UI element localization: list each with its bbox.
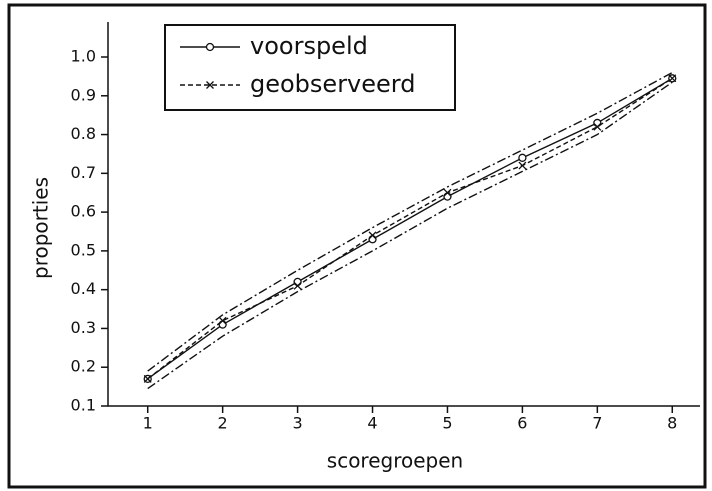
y-tick-label: 1.0 bbox=[71, 47, 96, 66]
point bbox=[518, 153, 527, 162]
point bbox=[293, 281, 302, 290]
series-line bbox=[147, 77, 673, 380]
outer-frame bbox=[7, 3, 707, 489]
point bbox=[368, 231, 377, 240]
point bbox=[518, 161, 527, 170]
series-line bbox=[147, 81, 673, 390]
legend-box bbox=[164, 24, 456, 111]
x-tick-label: 4 bbox=[367, 414, 377, 433]
x-tick-label: 2 bbox=[218, 414, 228, 433]
x-tick-label: 8 bbox=[667, 414, 677, 433]
y-tick-label: 0.1 bbox=[71, 396, 96, 415]
y-tick-label: 0.5 bbox=[71, 240, 96, 259]
legend-marker bbox=[206, 81, 214, 89]
y-tick-label: 0.8 bbox=[71, 124, 96, 143]
y-tick-label: 0.6 bbox=[71, 202, 96, 221]
y-tick-label: 0.4 bbox=[71, 279, 96, 298]
x-axis-label: scoregroepen bbox=[327, 449, 463, 473]
series-line bbox=[147, 71, 673, 372]
x-tick-label: 3 bbox=[292, 414, 302, 433]
legend-marker bbox=[205, 42, 215, 52]
x-tick-label: 5 bbox=[442, 414, 452, 433]
point bbox=[443, 188, 452, 197]
x-tick-label: 1 bbox=[143, 414, 153, 433]
series-line bbox=[147, 77, 673, 380]
y-axis-label: proporties bbox=[29, 177, 53, 279]
legend-label: geobserveerd bbox=[250, 70, 415, 98]
point bbox=[668, 74, 677, 83]
point bbox=[143, 374, 152, 383]
point bbox=[218, 316, 227, 325]
x-tick-label: 6 bbox=[517, 414, 527, 433]
x-tick-label: 7 bbox=[592, 414, 602, 433]
y-tick-label: 0.2 bbox=[71, 357, 96, 376]
y-tick-label: 0.7 bbox=[71, 163, 96, 182]
point bbox=[443, 192, 452, 201]
y-tick-label: 0.9 bbox=[71, 85, 96, 104]
point bbox=[593, 122, 602, 131]
legend-label: voorspeld bbox=[250, 32, 368, 60]
y-tick-label: 0.3 bbox=[71, 318, 96, 337]
